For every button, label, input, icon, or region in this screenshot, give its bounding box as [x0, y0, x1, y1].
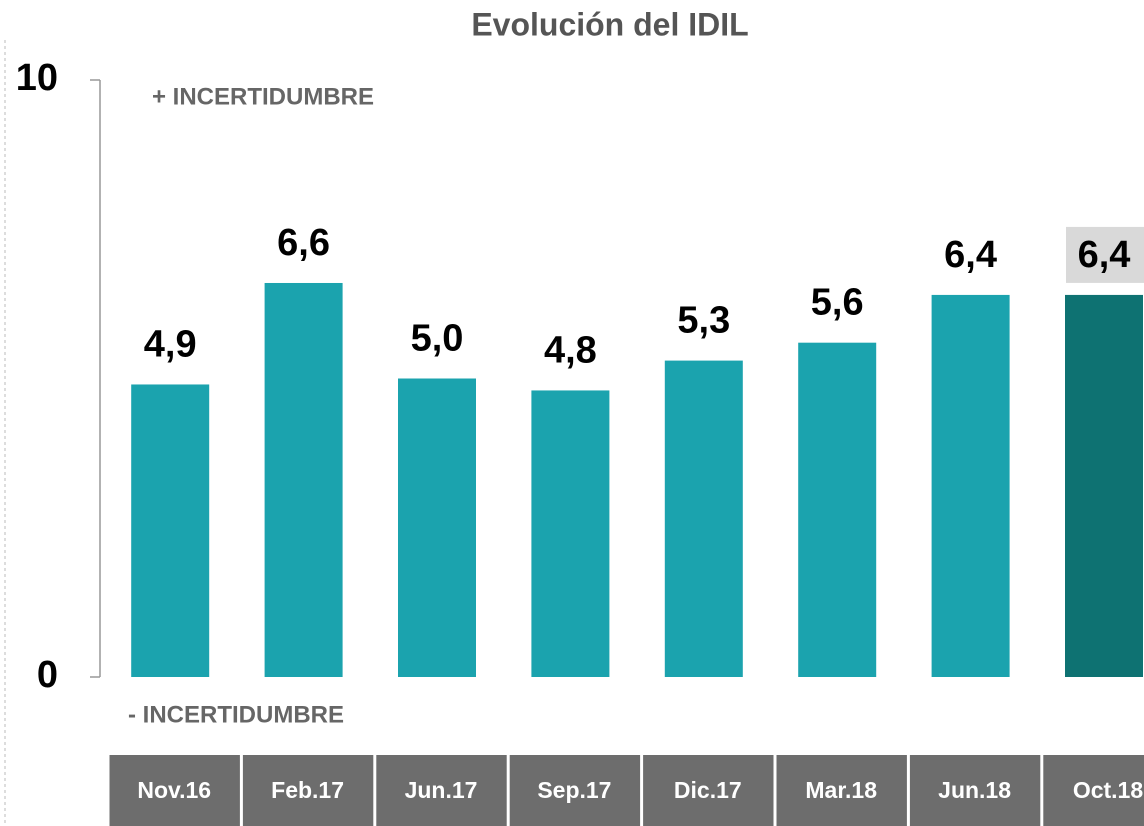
x-tick-label: Jun.18: [938, 777, 1011, 803]
x-tick-label: Nov.16: [137, 777, 211, 803]
x-tick-label: Sep.17: [537, 777, 611, 803]
y-tick-label: 0: [37, 654, 58, 696]
value-label: 5,0: [411, 318, 464, 360]
value-label: 5,6: [811, 282, 864, 324]
label-highlight: [1066, 226, 1144, 283]
annotation: - INCERTIDUMBRE: [128, 701, 344, 728]
value-label: 6,4: [1078, 234, 1131, 276]
bar: [264, 282, 343, 677]
category-cell: [909, 755, 1041, 826]
x-tick-label: Jun.17: [405, 777, 478, 803]
chart-title: Evolución del IDIL: [471, 6, 748, 42]
category-cell: [643, 755, 774, 826]
bar: [131, 384, 210, 677]
value-label: 4,8: [544, 329, 597, 371]
x-tick-label: Oct.18: [1073, 777, 1144, 803]
category-cell: [376, 755, 507, 826]
x-tick-label: Feb.17: [271, 777, 344, 803]
x-tick-label: Dic.17: [674, 777, 742, 803]
bar: [664, 360, 743, 677]
category-cell: [109, 755, 240, 826]
value-label: 5,3: [677, 300, 730, 342]
bar: [1065, 294, 1143, 677]
x-tick-label: Mar.18: [805, 777, 877, 803]
bar: [398, 378, 476, 677]
category-cell: [242, 755, 374, 826]
category-cell: [1043, 755, 1144, 826]
y-tick-label: 10: [16, 57, 58, 99]
annotation: + INCERTIDUMBRE: [152, 83, 374, 110]
bar: [798, 342, 877, 677]
value-label: 4,9: [144, 324, 197, 366]
bar: [931, 294, 1010, 677]
category-cell: [776, 755, 907, 826]
value-label: 6,6: [277, 222, 330, 264]
bar: [531, 390, 610, 677]
category-cell: [509, 755, 641, 826]
value-label: 6,4: [944, 234, 997, 276]
